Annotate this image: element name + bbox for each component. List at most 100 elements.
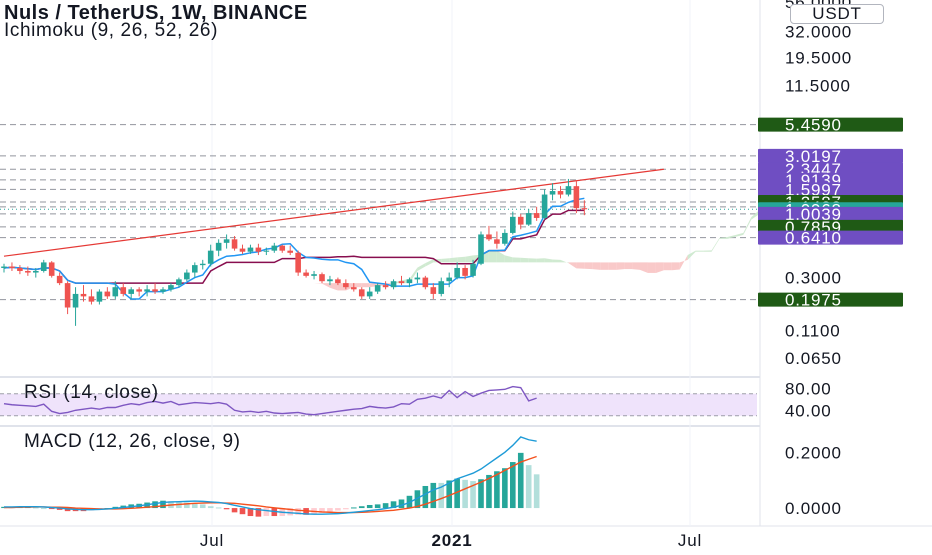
- candle-body: [446, 278, 452, 282]
- ichimoku-cloud-segment: [624, 262, 632, 269]
- candle: [478, 231, 484, 265]
- macd-histogram-bar: [351, 507, 357, 508]
- candle-body: [33, 271, 39, 273]
- rsi-tick-label: 40.00: [785, 401, 832, 420]
- time-axis-label: Jul: [678, 531, 702, 550]
- candle: [41, 260, 47, 273]
- price-tick-label: 0.1100: [785, 321, 841, 340]
- candle-body: [25, 271, 31, 273]
- candle-body: [216, 243, 222, 251]
- candle: [574, 181, 580, 213]
- price-badge-label: 0.6410: [785, 229, 842, 248]
- candle-body: [272, 246, 278, 251]
- candle-body: [184, 273, 190, 280]
- ichimoku-cloud-segment: [219, 267, 227, 268]
- candle-body: [73, 294, 79, 308]
- candle-body: [415, 278, 421, 280]
- candle: [486, 226, 492, 241]
- price-badge-label: 5.4590: [785, 116, 842, 135]
- candle-body: [311, 274, 317, 276]
- macd-histogram-bar: [224, 508, 230, 509]
- candle-body: [502, 233, 508, 244]
- macd-histogram-bar: [359, 506, 365, 508]
- candle: [415, 273, 421, 284]
- ichimoku-cloud-segment: [561, 260, 569, 263]
- rsi-legend[interactable]: RSI (14, close): [24, 382, 159, 404]
- ichimoku-cloud-segment: [656, 262, 664, 273]
- macd-tick-label: 0.0000: [785, 499, 842, 518]
- ichimoku-cloud-segment: [489, 251, 497, 263]
- candle-body: [383, 285, 389, 287]
- ichimoku-cloud-segment: [608, 262, 616, 269]
- price-tick-label: 19.5000: [785, 49, 852, 68]
- candle: [319, 273, 325, 284]
- ichimoku-cloud-segment: [640, 262, 648, 273]
- candle: [208, 245, 214, 267]
- candle: [391, 279, 397, 289]
- currency-badge[interactable]: USDT: [790, 4, 884, 24]
- indicator-legend-ichimoku[interactable]: Ichimoku (9, 26, 52, 26): [4, 20, 218, 42]
- candle: [256, 244, 262, 255]
- candle: [224, 234, 230, 248]
- macd-histogram-bar: [462, 480, 468, 508]
- price-badge: 5.4590: [758, 116, 903, 135]
- ichimoku-cloud-segment: [545, 258, 553, 262]
- candle-body: [9, 267, 15, 268]
- ichimoku-cloud-segment: [417, 263, 425, 271]
- candle: [542, 189, 548, 219]
- macd-legend[interactable]: MACD (12, 26, close, 9): [24, 431, 241, 453]
- candle-body: [327, 279, 333, 281]
- candle-body: [208, 251, 214, 264]
- candle: [510, 212, 516, 235]
- ichimoku-cloud-segment: [330, 283, 338, 290]
- candle-body: [295, 253, 301, 273]
- macd-histogram-bar: [494, 471, 500, 508]
- candle: [136, 287, 142, 296]
- price-tick-label: 0.3000: [785, 269, 842, 288]
- candle: [494, 231, 500, 248]
- macd-histogram-bar: [399, 499, 405, 508]
- ichimoku-cloud-segment: [632, 262, 640, 269]
- ichimoku-cloud-segment: [648, 262, 656, 273]
- macd-histogram-bar: [208, 506, 214, 508]
- candle-body: [81, 294, 87, 296]
- macd-histogram-bar: [367, 505, 373, 508]
- candle-body: [168, 285, 174, 289]
- macd-histogram-bar: [343, 508, 349, 509]
- ichimoku-cloud-segment: [441, 258, 449, 262]
- ichimoku-cloud-segment: [457, 257, 465, 263]
- ichimoku-cloud-segment: [553, 260, 561, 263]
- candle-body: [438, 281, 444, 294]
- candle-body: [375, 285, 381, 291]
- candle-body: [462, 268, 468, 276]
- candle-body: [566, 186, 572, 194]
- candle-body: [399, 281, 405, 283]
- candle-body: [224, 239, 230, 243]
- candle-body: [423, 278, 429, 288]
- candle-body: [478, 234, 484, 263]
- macd-histogram-bar: [534, 474, 540, 508]
- candle-body: [49, 262, 55, 275]
- candle-body: [160, 289, 166, 291]
- candle-body: [89, 296, 95, 301]
- ichimoku-cloud-segment: [266, 271, 274, 280]
- time-axis-label: Jul: [200, 531, 224, 550]
- candle: [431, 283, 437, 299]
- macd-histogram-bar: [383, 503, 389, 508]
- candle: [9, 262, 15, 271]
- candle-body: [136, 289, 142, 291]
- ichimoku-cloud-segment: [425, 259, 433, 266]
- candle-body: [264, 251, 270, 252]
- candle-body: [367, 292, 373, 297]
- ichimoku-cloud-segment: [735, 233, 743, 237]
- candle-body: [279, 246, 285, 251]
- macd-histogram-bar: [431, 483, 437, 508]
- ichimoku-cloud-segment: [696, 251, 704, 252]
- candle-body: [144, 289, 150, 291]
- candle-body: [1, 267, 7, 268]
- candle-body: [240, 249, 246, 252]
- ichimoku-cloud-segment: [227, 268, 235, 269]
- macd-histogram-bar: [200, 504, 206, 508]
